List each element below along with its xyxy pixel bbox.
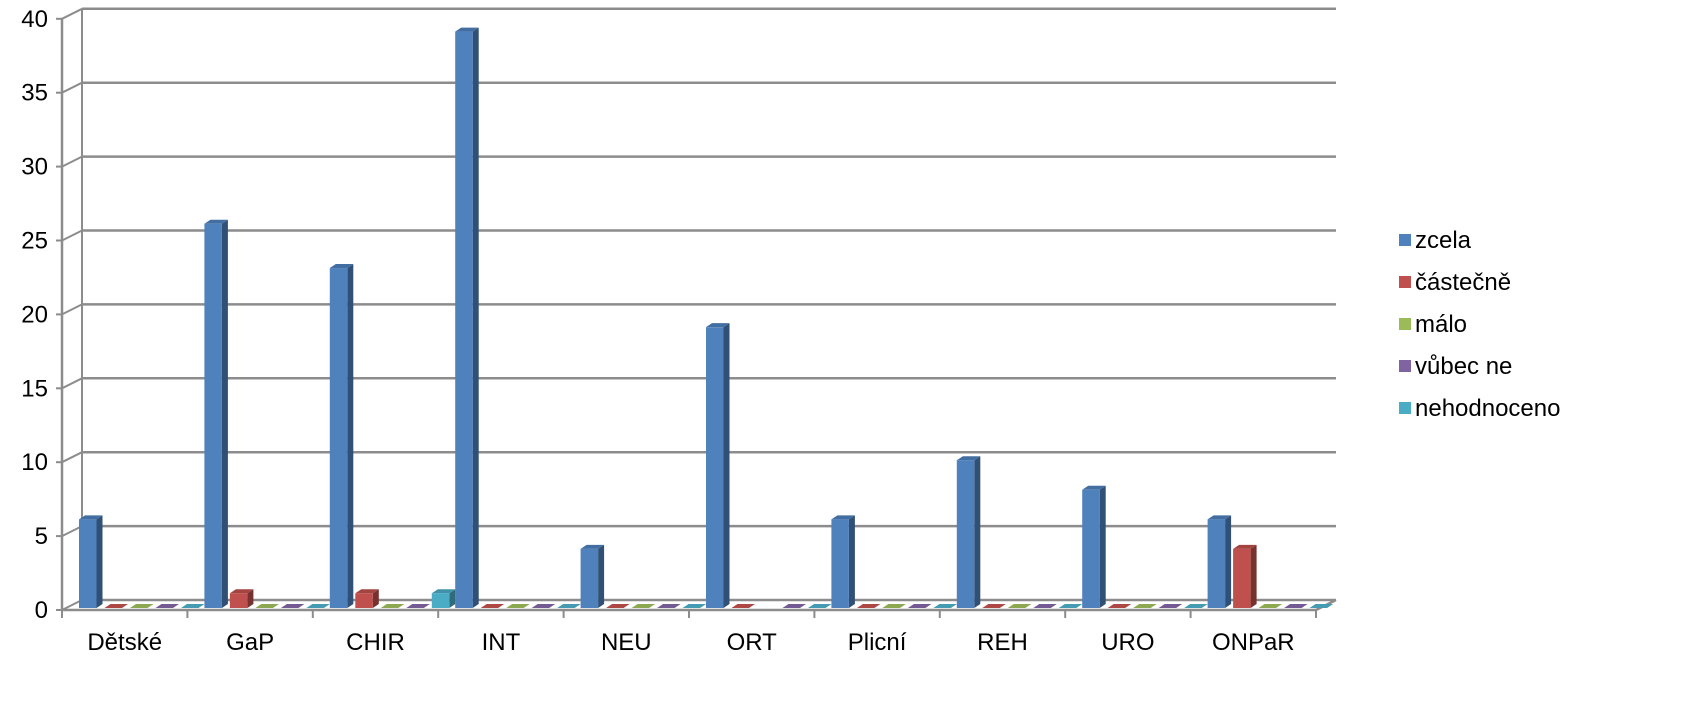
- bar: [104, 604, 128, 608]
- gridline-connector: [61, 377, 83, 390]
- x-tick-label: Dětské: [87, 629, 162, 656]
- bar: [1184, 604, 1208, 608]
- bar: [933, 604, 957, 608]
- bar: [831, 515, 855, 608]
- bar: [856, 604, 881, 608]
- gridline-connector: [61, 525, 83, 537]
- bars: [79, 27, 1334, 608]
- bar: [79, 515, 103, 608]
- axes: [56, 8, 1337, 618]
- bar: [329, 264, 354, 608]
- legend-label: málo: [1415, 311, 1467, 338]
- bar: [1082, 485, 1106, 608]
- bar: [1309, 604, 1334, 608]
- bar: [181, 604, 205, 608]
- legend-label: zcela: [1415, 227, 1472, 254]
- y-tick-label: 0: [35, 597, 48, 624]
- x-tick-label: Plicní: [848, 629, 907, 656]
- bar: [480, 604, 505, 608]
- bar: [406, 604, 430, 608]
- bar: [557, 604, 581, 608]
- grid-lines: [61, 7, 1336, 611]
- bar: [580, 544, 605, 608]
- legend-swatch: [1399, 402, 1411, 414]
- legend-swatch: [1399, 318, 1411, 330]
- x-tick-label: NEU: [601, 629, 652, 656]
- y-tick-label: 25: [21, 228, 48, 255]
- x-tick-label: INT: [482, 629, 521, 656]
- gridline-connector: [61, 7, 83, 20]
- x-tick-label: URO: [1101, 629, 1154, 656]
- bar: [155, 604, 179, 608]
- y-axis-ticks: 0 5 10 15 20 25 30 35 40: [21, 6, 48, 624]
- y-tick-label: 30: [21, 154, 48, 181]
- bar: [229, 589, 254, 608]
- x-tick-label: GaP: [226, 629, 274, 656]
- gridline-connector: [61, 451, 83, 464]
- bar: [682, 604, 707, 608]
- bar: [455, 27, 479, 608]
- bar: [657, 604, 681, 608]
- y-tick-label: 15: [21, 375, 48, 402]
- x-tick-label: REH: [977, 629, 1028, 656]
- bar: [1233, 544, 1257, 608]
- legend-swatch: [1399, 360, 1411, 372]
- bar: [130, 604, 154, 608]
- y-tick-label: 5: [35, 523, 48, 550]
- bar: [506, 604, 530, 608]
- bar: [431, 589, 456, 608]
- x-tick-label: ONPaR: [1212, 629, 1295, 656]
- y-tick-label: 40: [21, 6, 48, 33]
- bar: [1207, 515, 1232, 608]
- bar: [882, 604, 906, 608]
- bar: [1007, 604, 1032, 608]
- bar: [606, 604, 630, 608]
- x-tick-label: CHIR: [346, 629, 405, 656]
- bar: [355, 589, 379, 608]
- gridline-connector: [61, 599, 83, 611]
- legend-swatch: [1399, 276, 1411, 288]
- gridline-connector: [61, 81, 83, 94]
- bar: [1258, 604, 1283, 608]
- bar: [1058, 604, 1083, 608]
- bar: [1033, 604, 1057, 608]
- bar: [782, 604, 806, 608]
- x-axis-ticks: Dětské GaP CHIR INT NEU ORT Plicní REH URO ONPaR: [87, 629, 1294, 656]
- bar: [956, 456, 981, 608]
- bar: [380, 604, 405, 608]
- bar: [907, 604, 932, 608]
- bar: [1133, 604, 1157, 608]
- y-tick-label: 10: [21, 449, 48, 476]
- bar: [1284, 604, 1308, 608]
- bar: [706, 323, 730, 608]
- legend: zcela částečně málo vůbec ne nehodnoceno: [1399, 227, 1560, 422]
- x-tick-label: ORT: [727, 629, 778, 656]
- bar: [1158, 604, 1183, 608]
- bar: [731, 604, 755, 608]
- bar: [204, 219, 228, 608]
- y-tick-label: 20: [21, 301, 48, 328]
- bar: [631, 604, 656, 608]
- legend-label: nehodnoceno: [1415, 395, 1560, 422]
- y-tick-label: 35: [21, 80, 48, 107]
- bar: [306, 604, 330, 608]
- gridline-connector: [61, 229, 83, 242]
- bar: [982, 604, 1006, 608]
- bar: [531, 604, 556, 608]
- bar: [280, 604, 305, 608]
- gridline-connector: [61, 155, 83, 168]
- bar: [808, 604, 832, 608]
- bar: [1107, 604, 1132, 608]
- legend-label: vůbec ne: [1415, 353, 1512, 380]
- legend-label: částečně: [1415, 269, 1511, 296]
- legend-swatch: [1399, 234, 1411, 246]
- bar: [255, 604, 279, 608]
- gridline-connector: [61, 303, 83, 316]
